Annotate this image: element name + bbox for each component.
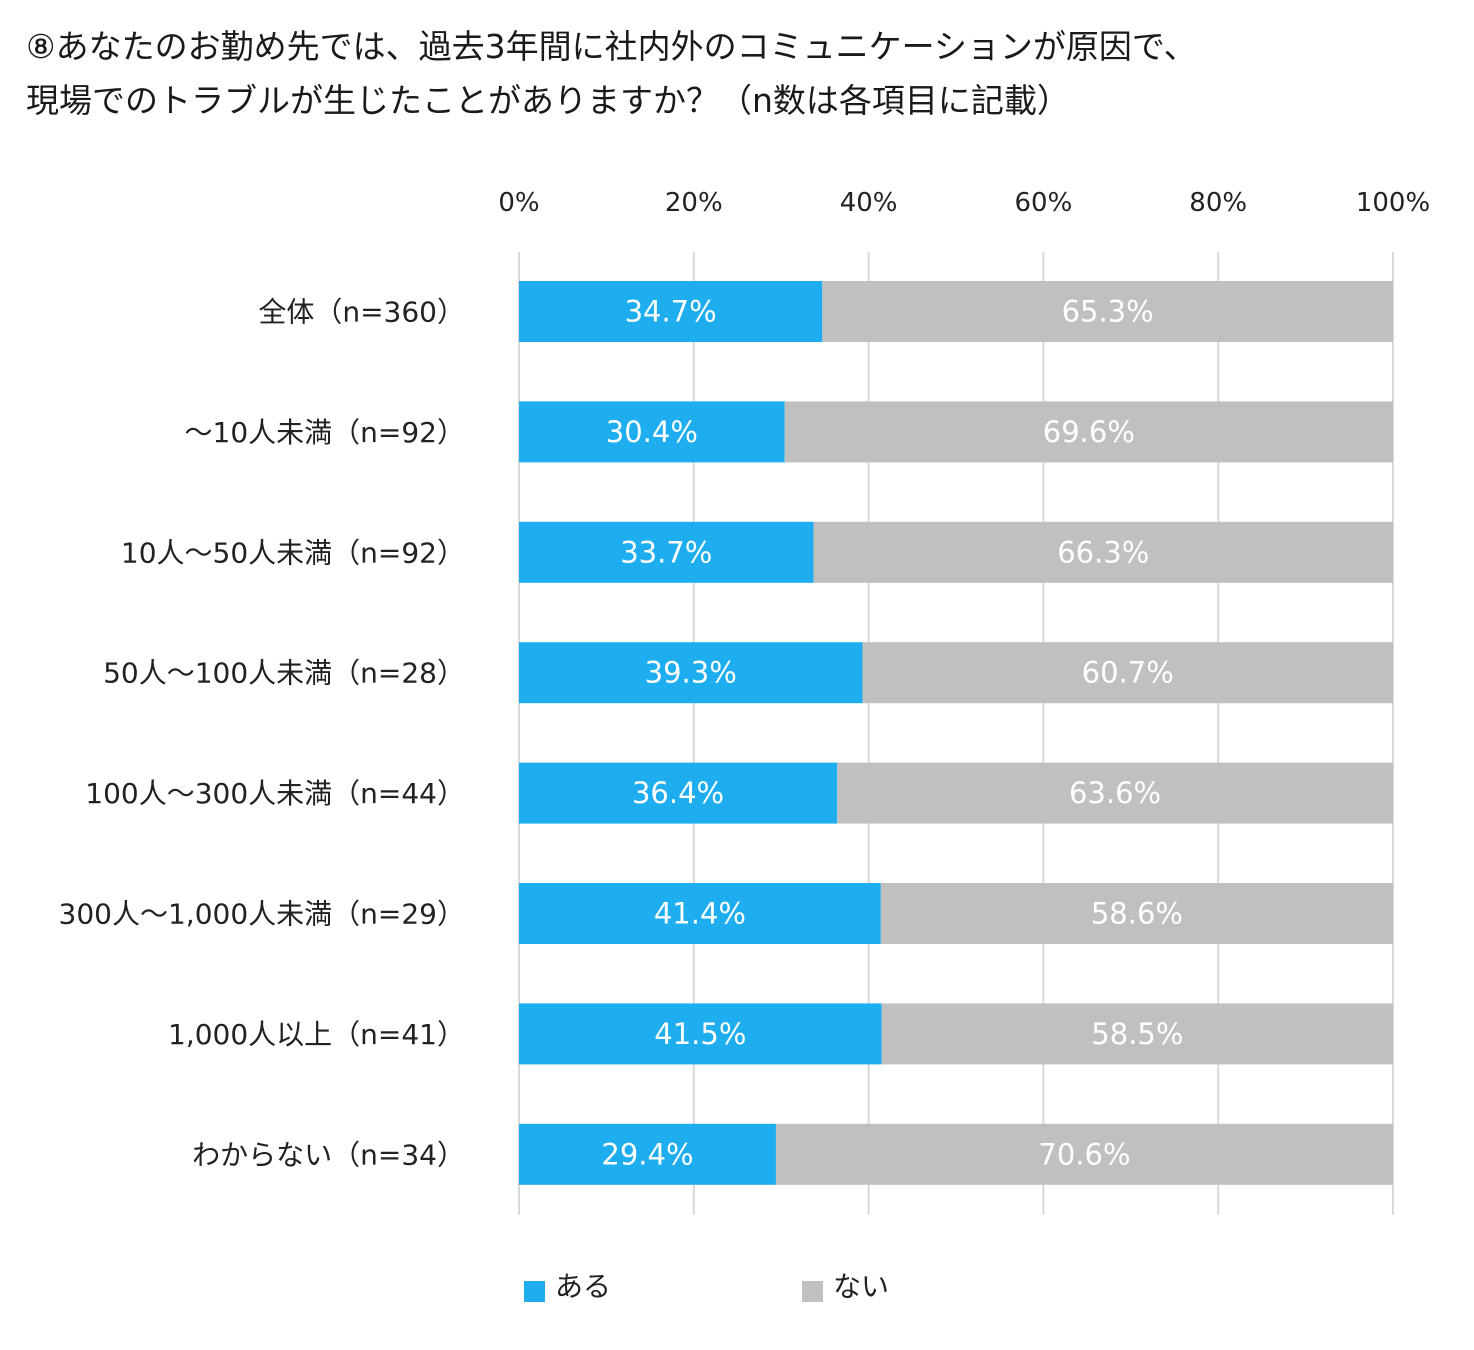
bar-segment-nai [784,401,1393,463]
chart-title-line-1: ⑧あなたのお勤め先では、過去3年間に社内外のコミュニケーションが原因で、 [26,27,1197,66]
data-label: 58.6% [1091,897,1183,931]
bar-segment-aru [519,281,823,342]
bar-segment-nai [813,521,1393,583]
data-label: 66.3% [1057,535,1149,569]
chart-title: ⑧あなたのお勤め先では、過去3年間に社内外のコミュニケーションが原因で、 現場で… [26,20,1456,128]
data-label: 58.5% [1091,1017,1183,1051]
data-label: 70.6% [1038,1137,1130,1171]
bar-segment-aru [519,521,814,583]
bar-segment-nai [837,762,1393,824]
category-label: 100人～300人未満（n=44） [85,777,465,810]
legend-swatch-nai [802,1281,823,1302]
category-label: 全体（n=360） [258,296,465,329]
category-label: 300人～1,000人未満（n=29） [59,898,465,931]
legend-swatch-aru [524,1281,545,1302]
bar-segment-aru [519,401,785,463]
data-label: 33.7% [620,535,712,569]
x-tick-label: 80% [1189,188,1247,218]
data-label: 30.4% [606,415,698,449]
data-label: 65.3% [1062,295,1154,329]
category-label: ～10人未満（n=92） [185,416,465,449]
data-label: 60.7% [1082,656,1174,690]
bar-segment-nai [775,1123,1393,1185]
data-label: 36.4% [632,776,724,810]
bar-segment-aru [519,883,881,944]
bar-segment-nai [822,281,1393,342]
bar-segment-aru [519,762,838,824]
bar-segment-aru [519,642,863,704]
legend-label-nai: ない [833,1270,889,1303]
data-label: 41.5% [654,1017,746,1051]
chart-title-line-2: 現場でのトラブルが生じたことがありますか？（n数は各項目に記載） [26,81,1070,120]
bar-segment-aru [519,1123,776,1185]
bar-segment-nai [862,642,1393,704]
category-label: 1,000人以上（n=41） [168,1018,465,1051]
x-tick-label: 20% [665,188,723,218]
data-label: 39.3% [645,656,737,690]
x-tick-label: 60% [1015,188,1073,218]
data-label: 34.7% [625,295,717,329]
data-label: 63.6% [1069,776,1161,810]
bar-segment-aru [519,1003,882,1065]
category-label: 50人～100人未満（n=28） [103,657,465,690]
x-tick-label: 100% [1356,188,1430,218]
data-label: 29.4% [601,1137,693,1171]
category-label: 10人～50人未満（n=92） [121,536,465,569]
category-label: わからない（n=34） [192,1138,465,1171]
data-label: 41.4% [654,897,746,931]
x-tick-label: 40% [840,188,898,218]
data-label: 69.6% [1043,415,1135,449]
legend-label-aru: ある [555,1270,611,1303]
x-tick-label: 0% [498,188,539,218]
bar-segment-nai [880,883,1393,944]
bar-segment-nai [881,1003,1393,1065]
